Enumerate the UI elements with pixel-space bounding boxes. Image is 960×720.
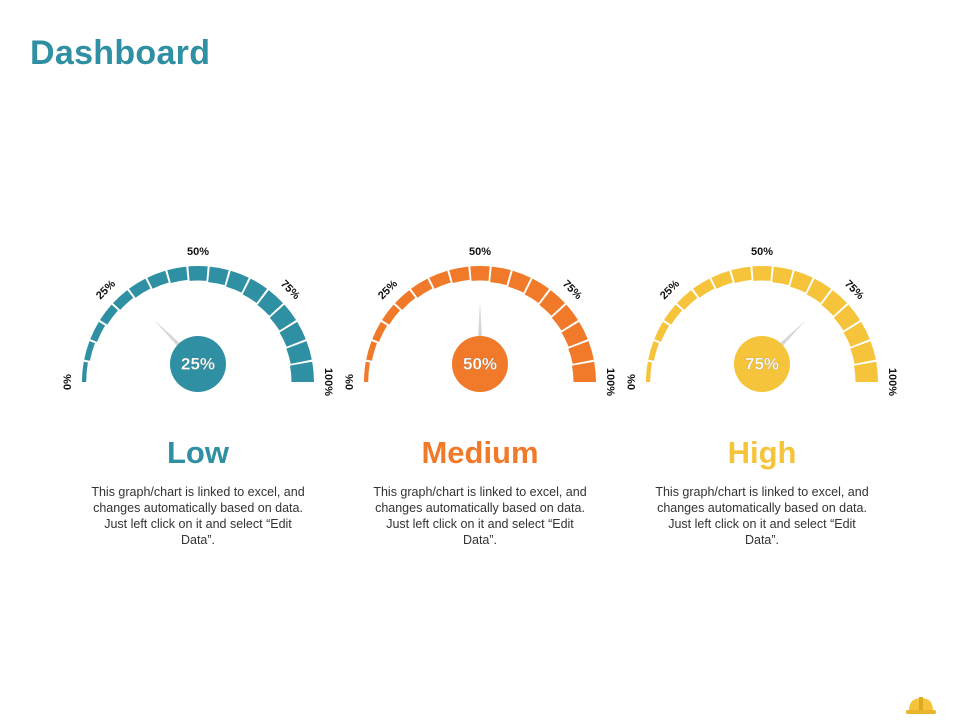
gauge-segment xyxy=(508,270,531,293)
gauge-description: This graph/chart is linked to excel, and… xyxy=(655,485,869,547)
gauge-segment xyxy=(242,278,268,303)
gauge-chart[interactable]: 0% 25% 50% 75% 100% 75% xyxy=(612,230,912,400)
gauge-description: This graph/chart is linked to excel, and… xyxy=(91,485,305,547)
level-label: Medium xyxy=(421,435,539,470)
gauge-segment xyxy=(84,341,95,361)
gauge-segment xyxy=(147,270,169,289)
gauge-segment xyxy=(128,278,151,298)
gauge-segment xyxy=(449,266,470,284)
tick-label: 25% xyxy=(658,278,682,302)
tick-label: 100% xyxy=(322,368,334,396)
gauge-segment xyxy=(539,290,566,316)
gauge-segment xyxy=(833,304,861,331)
tick-label: 0% xyxy=(62,374,74,390)
gauge-segment xyxy=(208,266,229,286)
gauge-value-label: 75% xyxy=(745,354,779,373)
tick-label: 75% xyxy=(278,278,302,302)
gauge-hub xyxy=(452,336,508,392)
gauge-segment xyxy=(692,278,715,298)
gauge-segment xyxy=(711,270,733,289)
gauge-segment xyxy=(90,321,106,342)
gauge-segment xyxy=(99,304,119,325)
gauge-chart[interactable]: 0% 25% 50% 75% 100% 25% xyxy=(48,230,348,400)
tick-label: 50% xyxy=(469,246,491,258)
gauge-segment xyxy=(654,321,670,342)
gauge-segment xyxy=(806,278,832,303)
gauge-segment xyxy=(470,266,490,281)
gauge-segment xyxy=(429,270,451,289)
gauge-segment xyxy=(364,361,370,382)
gauge-segment xyxy=(850,341,876,364)
gauge-segment xyxy=(568,341,594,364)
gauge-segment xyxy=(524,278,550,303)
gauge-description: This graph/chart is linked to excel, and… xyxy=(373,485,587,547)
gauge-segment xyxy=(366,341,377,361)
gauge-high[interactable]: 0% 25% 50% 75% 100% 75% High This graph/chart… xyxy=(612,230,912,560)
gauge-segment xyxy=(648,341,659,361)
gauge-low[interactable]: 0% 25% 50% 75% 100% 25% Low This graph/chart … xyxy=(48,230,348,560)
gauge-segment xyxy=(290,361,314,382)
tick-label: 25% xyxy=(94,278,118,302)
gauge-segment xyxy=(676,290,698,310)
gauge-chart[interactable]: 0% 25% 50% 75% 100% 50% xyxy=(330,230,630,400)
gauge-segment xyxy=(410,278,433,298)
gauge-medium[interactable]: 0% 25% 50% 75% 100% 50% Medium This graph/cha… xyxy=(330,230,630,560)
gauge-segment xyxy=(790,270,813,293)
gauge-segment xyxy=(372,321,388,342)
tick-label: 75% xyxy=(560,278,584,302)
gauge-segment xyxy=(772,266,793,286)
gauge-segment xyxy=(821,290,848,316)
gauge-segment xyxy=(843,321,870,347)
gauge-segment xyxy=(752,266,772,281)
gauge-segment xyxy=(551,304,579,331)
gauge-segment xyxy=(731,266,752,284)
tick-label: 75% xyxy=(842,278,866,302)
tick-label: 0% xyxy=(344,374,356,390)
gauge-segment xyxy=(82,361,88,382)
gauge-segment xyxy=(854,361,878,382)
page-title: Dashboard xyxy=(30,34,211,72)
tick-label: 50% xyxy=(187,246,209,258)
gauge-segment xyxy=(257,290,284,316)
gauge-value-label: 50% xyxy=(463,354,497,373)
tick-label: 100% xyxy=(604,368,616,396)
gauge-segment xyxy=(286,341,312,364)
tick-label: 0% xyxy=(626,374,638,390)
gauge-value-label: 25% xyxy=(181,354,215,373)
gauge-segment xyxy=(381,304,401,325)
gauge-segment xyxy=(167,266,188,284)
gauge-segment xyxy=(112,290,134,310)
level-label: Low xyxy=(167,435,229,470)
gauge-segment xyxy=(572,361,596,382)
hard-hat-icon xyxy=(906,697,936,714)
gauge-segment xyxy=(279,321,306,347)
gauge-hub xyxy=(170,336,226,392)
gauge-segment xyxy=(646,361,652,382)
gauge-hub xyxy=(734,336,790,392)
gauge-segment xyxy=(188,266,208,281)
gauge-segment xyxy=(269,304,297,331)
tick-label: 25% xyxy=(376,278,400,302)
gauge-segment xyxy=(226,270,249,293)
tick-label: 50% xyxy=(751,246,773,258)
gauge-segment xyxy=(663,304,683,325)
gauge-segment xyxy=(490,266,511,286)
gauge-segment xyxy=(561,321,588,347)
tick-label: 100% xyxy=(886,368,898,396)
gauge-segment xyxy=(394,290,416,310)
level-label: High xyxy=(727,435,797,470)
